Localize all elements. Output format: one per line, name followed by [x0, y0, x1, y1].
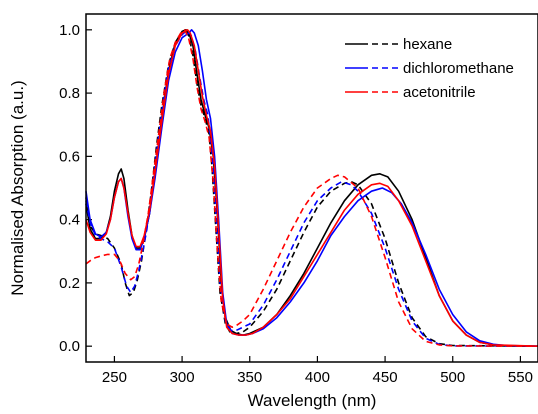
- plot-frame: [85, 13, 538, 363]
- y-tick-label: 0.4: [59, 212, 80, 229]
- y-tick-label: 0.2: [59, 275, 80, 292]
- legend-label: acetonitrile: [403, 84, 476, 101]
- y-tick-label: 0.0: [59, 338, 80, 355]
- legend-label: dichloromethane: [403, 60, 514, 77]
- x-axis-title: Wavelength (nm): [248, 391, 377, 410]
- legend-label: hexane: [403, 36, 452, 53]
- x-tick-label: 400: [305, 369, 330, 386]
- dichloromethane-dashed-curve: [85, 29, 538, 347]
- x-tick-label: 300: [170, 369, 195, 386]
- y-tick-label: 1.0: [59, 22, 80, 39]
- hexane-dashed-curve: [85, 29, 538, 347]
- y-tick-label: 0.6: [59, 148, 80, 165]
- acetonitrile-dashed-curve: [85, 29, 538, 347]
- y-axis-title: Normalised Absorption (a.u.): [8, 80, 27, 295]
- x-tick-label: 250: [102, 369, 127, 386]
- y-tick-label: 0.8: [59, 85, 80, 102]
- x-tick-label: 350: [237, 369, 262, 386]
- acetonitrile-solid-curve: [85, 29, 538, 347]
- x-tick-label: 450: [373, 369, 398, 386]
- x-tick-label: 500: [440, 369, 465, 386]
- plot-curves: [85, 29, 538, 347]
- axis-ticks: 250 300 350 400 450 500 550 0.0 0.2 0.4 0.6 0.8 1.0: [59, 22, 533, 386]
- dichloromethane-solid-curve: [85, 29, 538, 347]
- x-tick-label: 550: [508, 369, 533, 386]
- legend: hexane dichloromethane acetonitrile: [345, 36, 514, 101]
